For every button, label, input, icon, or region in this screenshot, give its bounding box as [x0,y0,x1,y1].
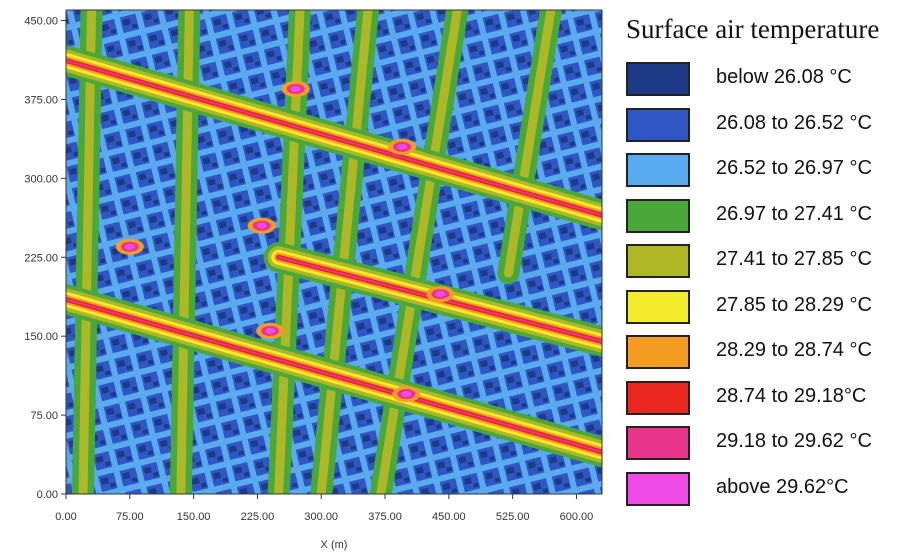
legend-swatch [626,380,690,415]
legend-swatch [626,153,690,187]
hotspot-core [265,327,276,334]
legend-swatch [626,335,690,369]
legend: Surface air temperature below 26.08 °C 26… [618,6,902,526]
legend-item: 27.41 to 27.85 °C [626,240,906,282]
legend-label: 26.08 to 26.52 °C [716,111,872,134]
legend-item: 26.08 to 26.52 °C [626,104,906,146]
legend-swatch [626,426,690,460]
legend-label: 27.41 to 27.85 °C [716,248,872,270]
x-tick-label: 75.00 [116,511,144,523]
legend-label: 26.52 to 26.97 °C [716,157,872,179]
legend-swatch [626,198,690,233]
legend-swatch [626,62,690,96]
legend-swatch [626,107,690,142]
y-tick-label: 225.00 [24,252,58,264]
x-tick-label: 225.00 [241,511,275,523]
corridor-core [376,10,462,494]
legend-item: 28.29 to 28.74 °C [626,331,906,373]
x-tick-label: 0.00 [55,511,76,523]
hotspot-core [256,222,267,229]
hotspot-core [397,143,408,150]
legend-item: 29.18 to 29.62 °C [626,422,906,464]
y-tick-label: 375.00 [24,94,58,106]
hotspot-core [401,391,412,398]
hotspot-core [290,85,301,92]
street-band-1 [66,298,602,453]
legend-item: 28.74 to 29.18°C [626,377,906,419]
legend-swatch [626,244,690,278]
legend-label: above 29.62°C [716,475,849,498]
legend-label: below 26.08 °C [716,66,852,88]
y-tick-label: 150.00 [24,331,58,343]
legend-item: below 26.08 °C [626,58,906,100]
legend-swatch [626,289,690,324]
legend-label: 29.18 to 29.62 °C [716,430,872,452]
plot-frame [65,9,603,495]
x-tick-label: 375.00 [368,511,402,523]
y-tick-label: 75.00 [30,410,58,422]
hotspots [115,80,455,403]
x-tick-label: 150.00 [177,511,211,523]
x-tick-label: 525.00 [496,511,530,523]
legend-item: 27.85 to 28.29 °C [626,286,906,328]
y-tick-label: 450.00 [24,16,58,28]
legend-label: 27.85 to 28.29 °C [716,293,872,316]
x-axis-label: X (m) [321,539,348,551]
x-axis: 0.00 75.00 150.00 225.00 300.00 375.00 450.00 5… [55,494,593,523]
corridor-core [503,10,556,278]
legend-title: Surface air temperature [626,14,880,44]
street-band-0 [66,59,602,217]
x-tick-label: 450.00 [432,511,466,523]
legend-label: 28.29 to 28.74 °C [716,339,872,361]
corridor-core [78,10,97,494]
hotspot-core [124,243,135,250]
y-tick-label: 0.00 [37,489,58,501]
y-axis: 0.00 75.00 150.00 225.00 300.00 375.00 450.00 [24,16,66,501]
legend-label: 26.97 to 27.41 °C [716,202,872,225]
legend-item: 26.97 to 27.41 °C [626,195,906,237]
legend-label: 28.74 to 29.18°C [716,384,867,407]
x-tick-label: 600.00 [560,511,594,523]
legend-item: 26.52 to 26.97 °C [626,149,906,191]
x-tick-label: 300.00 [304,511,338,523]
y-tick-label: 300.00 [24,173,58,185]
hotspot-core [435,291,446,298]
corridor-core [316,10,373,494]
legend-swatch [626,471,690,506]
plot-area [66,10,602,494]
legend-item: above 29.62°C [626,468,906,510]
